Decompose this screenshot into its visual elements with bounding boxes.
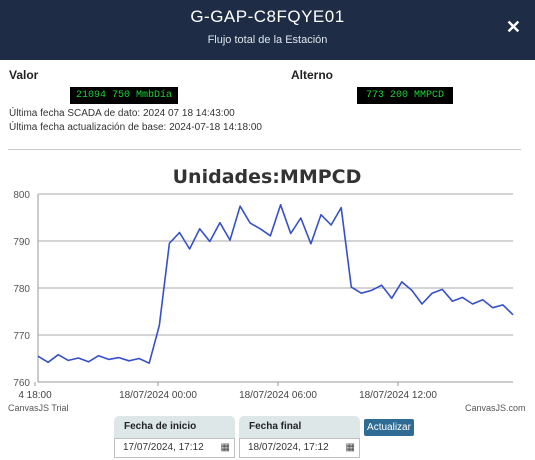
y-tick-label: 760 xyxy=(13,378,30,389)
station-subtitle: Flujo total de la Estación xyxy=(207,34,328,46)
canvasjs-credit[interactable]: CanvasJS.com xyxy=(465,403,526,413)
chart-title: Unidades:MMPCD xyxy=(173,166,362,188)
alterno-display: 773 200 MMPCD xyxy=(357,87,453,104)
close-icon[interactable]: ✕ xyxy=(505,17,521,37)
modal-header: G-GAP-C8FQYE01 Flujo total de la Estació… xyxy=(0,0,535,60)
start-date-value: 17/07/2024, 17:12 xyxy=(123,442,204,453)
divider xyxy=(8,149,521,150)
update-button[interactable]: Actualizar xyxy=(364,419,414,436)
calendar-icon[interactable]: ▦ xyxy=(220,442,230,453)
y-tick-label: 800 xyxy=(13,190,30,201)
valor-display: 21094 750 MmbDía xyxy=(70,87,178,104)
end-date-value: 18/07/2024, 17:12 xyxy=(248,442,329,453)
x-tick-label: 18/07/2024 06:00 xyxy=(239,390,317,401)
x-tick-label: 18/07/2024 00:00 xyxy=(119,390,197,401)
flow-chart: Unidades:MMPCD 760 770 780 790 800 4 18:00 18/0… xyxy=(13,166,514,401)
canvasjs-trial-credit: CanvasJS Trial xyxy=(8,403,69,413)
update-date-text: Última fecha actualización de base: 2024… xyxy=(9,122,262,133)
alterno-label: Alterno xyxy=(291,68,333,82)
calendar-icon[interactable]: ▦ xyxy=(345,442,355,453)
scada-date-text: Última fecha SCADA de dato: 2024 07 18 1… xyxy=(9,108,235,119)
start-date-label: Fecha de inicio xyxy=(114,416,235,438)
station-title: G-GAP-C8FQYE01 xyxy=(190,7,345,26)
end-date-label: Fecha final xyxy=(239,416,360,438)
y-tick-label: 770 xyxy=(13,331,30,342)
x-tick-label: 4 18:00 xyxy=(18,390,52,401)
series-line xyxy=(37,203,514,364)
valor-label: Valor xyxy=(9,68,39,82)
y-tick-label: 790 xyxy=(13,237,30,248)
end-date-input[interactable]: 18/07/2024, 17:12 ▦ xyxy=(239,438,360,458)
start-date-input[interactable]: 17/07/2024, 17:12 ▦ xyxy=(114,438,235,458)
x-tick-label: 18/07/2024 12:00 xyxy=(359,390,437,401)
y-tick-label: 780 xyxy=(13,284,30,295)
